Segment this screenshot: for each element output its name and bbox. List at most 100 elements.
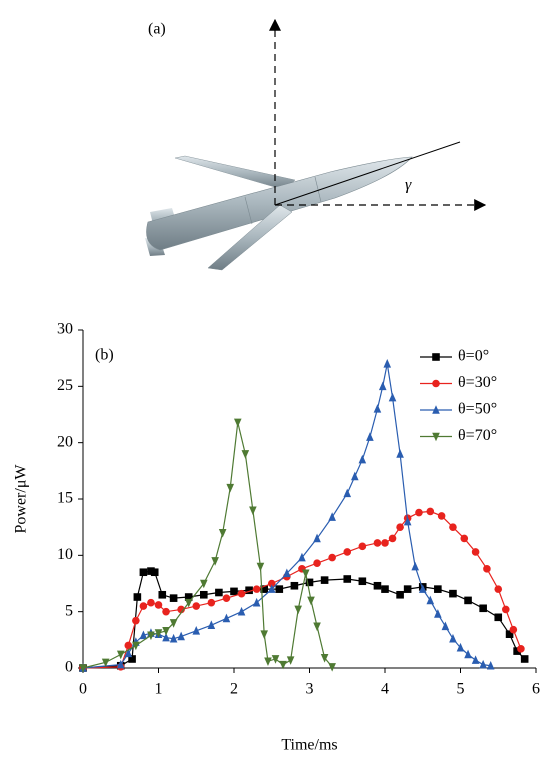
marker bbox=[483, 565, 491, 573]
marker bbox=[133, 593, 142, 601]
marker bbox=[267, 584, 276, 593]
y-tick-label: 0 bbox=[65, 659, 73, 676]
marker bbox=[343, 488, 352, 498]
marker bbox=[449, 633, 457, 643]
marker bbox=[260, 585, 268, 593]
marker bbox=[298, 552, 306, 562]
marker bbox=[279, 660, 287, 670]
marker bbox=[426, 595, 435, 605]
marker bbox=[373, 404, 382, 413]
marker bbox=[388, 534, 397, 543]
marker bbox=[434, 609, 442, 618]
marker bbox=[207, 620, 216, 629]
marker bbox=[264, 657, 272, 667]
marker bbox=[162, 607, 170, 616]
marker bbox=[328, 663, 336, 672]
marker bbox=[116, 659, 125, 669]
marker bbox=[513, 647, 521, 655]
marker bbox=[139, 602, 148, 610]
x-tick-label: 5 bbox=[457, 681, 465, 698]
x-tick-label: 6 bbox=[532, 681, 540, 698]
marker bbox=[313, 533, 321, 543]
marker bbox=[494, 613, 503, 622]
marker bbox=[147, 598, 155, 607]
marker bbox=[520, 655, 529, 663]
marker bbox=[139, 568, 148, 577]
marker bbox=[383, 359, 392, 368]
marker bbox=[132, 641, 140, 651]
marker bbox=[373, 539, 382, 547]
panel-a: (a) γ bbox=[145, 18, 487, 271]
x-tick-label: 2 bbox=[230, 681, 238, 698]
marker bbox=[215, 588, 223, 597]
marker bbox=[237, 606, 246, 616]
marker bbox=[226, 483, 235, 493]
marker bbox=[343, 548, 352, 556]
marker bbox=[267, 579, 276, 588]
marker bbox=[509, 625, 518, 634]
marker bbox=[381, 585, 389, 593]
marker bbox=[373, 581, 382, 590]
marker bbox=[286, 656, 295, 665]
marker bbox=[158, 590, 167, 599]
marker bbox=[252, 597, 261, 607]
marker bbox=[418, 584, 427, 593]
marker bbox=[494, 585, 503, 593]
marker bbox=[128, 655, 136, 663]
marker bbox=[192, 626, 201, 635]
marker bbox=[471, 655, 480, 664]
y-tick-label: 15 bbox=[57, 490, 73, 507]
x-tick-label: 0 bbox=[79, 681, 87, 698]
marker bbox=[271, 655, 280, 664]
chart: 0 5 10 15 20 25 30 0 1 2 3 4 5 6 Time/ms Power/μW (b) θ=0… bbox=[13, 321, 540, 754]
marker bbox=[169, 633, 178, 643]
marker bbox=[396, 590, 404, 599]
legend-label: θ=30° bbox=[458, 374, 497, 391]
marker bbox=[241, 450, 250, 459]
marker bbox=[456, 642, 465, 652]
marker bbox=[192, 602, 201, 610]
x-axis-label: Time/ms bbox=[281, 737, 337, 754]
x-tick-label: 3 bbox=[306, 681, 314, 698]
marker bbox=[200, 590, 208, 599]
panel-a-label: (a) bbox=[148, 21, 166, 38]
marker bbox=[320, 654, 329, 663]
marker bbox=[403, 585, 412, 593]
marker bbox=[441, 621, 450, 631]
x-tick-label: 1 bbox=[155, 681, 163, 698]
marker bbox=[313, 559, 321, 568]
marker bbox=[460, 534, 469, 543]
marker bbox=[162, 632, 170, 642]
marker bbox=[351, 471, 359, 481]
marker bbox=[116, 650, 125, 660]
series-line bbox=[82, 570, 526, 669]
marker bbox=[486, 660, 495, 670]
marker bbox=[169, 619, 178, 628]
marker bbox=[252, 585, 261, 593]
marker bbox=[177, 605, 185, 614]
marker bbox=[305, 578, 314, 587]
marker bbox=[150, 568, 159, 577]
legend-marker bbox=[432, 405, 440, 414]
marker bbox=[124, 648, 133, 658]
marker bbox=[132, 616, 140, 625]
wing bbox=[207, 204, 293, 271]
marker bbox=[381, 539, 389, 547]
wing bbox=[174, 155, 296, 191]
marker bbox=[233, 418, 242, 428]
panel-label: (b) bbox=[95, 347, 114, 364]
marker bbox=[313, 622, 321, 632]
marker bbox=[411, 561, 419, 571]
marker bbox=[124, 641, 133, 650]
marker bbox=[403, 516, 412, 526]
marker bbox=[343, 575, 352, 583]
marker bbox=[207, 598, 216, 607]
marker bbox=[366, 432, 374, 441]
marker bbox=[139, 630, 148, 640]
marker bbox=[177, 631, 185, 641]
direction-line bbox=[274, 141, 461, 206]
marker bbox=[378, 381, 387, 391]
marker bbox=[388, 392, 397, 402]
y-tick-label: 10 bbox=[57, 546, 73, 563]
